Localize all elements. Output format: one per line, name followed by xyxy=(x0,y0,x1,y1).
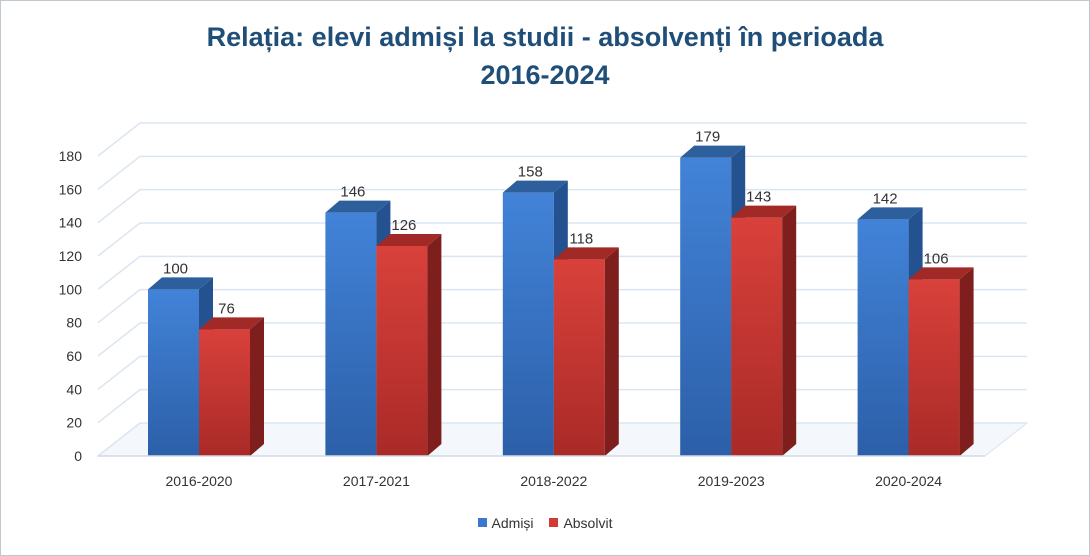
data-label: 76 xyxy=(218,300,235,317)
y-tick-label: 120 xyxy=(59,248,83,264)
bar-top xyxy=(502,180,568,193)
gridline xyxy=(97,122,1027,157)
bar-top xyxy=(376,234,442,246)
bar-front xyxy=(376,246,428,456)
x-tick-label: 2018-2022 xyxy=(520,473,587,489)
y-tick-label: 20 xyxy=(66,415,82,431)
bar-front xyxy=(553,259,605,456)
bar-front xyxy=(857,219,909,456)
legend-label-absolvit: Absolvit xyxy=(563,514,613,531)
bar-top xyxy=(325,200,391,213)
y-tick-label: 100 xyxy=(59,281,83,297)
x-tick-label: 2019-2023 xyxy=(698,473,765,489)
legend: Admiși Absolvit xyxy=(0,514,1090,531)
data-label: 142 xyxy=(873,190,898,207)
bar-top xyxy=(857,207,923,220)
y-tick-label: 160 xyxy=(59,181,83,197)
bar-front xyxy=(148,289,199,456)
y-tick-label: 140 xyxy=(59,215,83,231)
data-label: 158 xyxy=(518,164,543,181)
y-tick-label: 0 xyxy=(74,448,82,464)
legend-swatch-absolvit xyxy=(549,518,559,527)
y-axis: 0 20 40 60 80 100 120 140 160 180 xyxy=(59,148,83,464)
data-labels: 100 76 146 126 158 118 179 143 142 106 xyxy=(163,129,949,318)
bar-front xyxy=(199,329,250,456)
legend-item-absolvit: Absolvit xyxy=(549,515,612,531)
bar-side xyxy=(250,317,264,456)
bar-absolvit-2018-2022 xyxy=(553,247,619,456)
bar-front xyxy=(680,157,732,456)
bar-side xyxy=(604,247,619,456)
chart-title-line-2: 2016-2024 xyxy=(480,60,610,90)
x-axis: 2016-2020 2017-2021 2018-2022 2019-2023 2020… xyxy=(98,455,985,489)
bar-top xyxy=(908,267,974,280)
x-tick-label: 2020-2024 xyxy=(875,473,942,489)
data-label: 118 xyxy=(569,230,593,247)
bar-absolvit-2016-2020 xyxy=(199,317,264,456)
bar-absolvit-2017-2021 xyxy=(376,234,442,456)
chart-title: Relația: elevi admiși la studii - absolv… xyxy=(0,18,1090,94)
y-tick-label: 180 xyxy=(59,148,83,164)
x-tick-label: 2017-2021 xyxy=(343,473,410,489)
legend-swatch-admisi xyxy=(477,518,487,527)
x-tick-label: 2016-2020 xyxy=(166,473,233,489)
bar-top xyxy=(553,247,619,260)
data-label: 126 xyxy=(391,217,416,234)
bar-side xyxy=(782,205,797,456)
y-tick-label: 80 xyxy=(66,315,82,331)
bars xyxy=(148,145,974,456)
bar-top xyxy=(680,145,746,158)
legend-item-admisi: Admiși xyxy=(477,514,534,531)
chart-title-line-1: Relația: elevi admiși la studii - absolv… xyxy=(206,22,884,52)
bar-front xyxy=(502,192,554,456)
bar-top xyxy=(199,317,264,330)
bar-side xyxy=(959,267,974,456)
data-label: 106 xyxy=(924,250,949,267)
data-label: 146 xyxy=(340,184,365,201)
data-label: 179 xyxy=(695,129,720,146)
bar-side xyxy=(427,234,442,456)
data-label: 143 xyxy=(746,189,771,206)
legend-label-admisi: Admiși xyxy=(491,514,534,531)
bar-absolvit-2020-2024 xyxy=(908,267,974,456)
y-tick-label: 60 xyxy=(66,348,82,364)
bar-top xyxy=(731,205,797,218)
bar-front xyxy=(325,212,377,456)
bar-top xyxy=(148,277,213,290)
y-tick-label: 40 xyxy=(66,381,82,397)
bar-front xyxy=(908,279,960,456)
data-label: 100 xyxy=(163,260,188,277)
bar-front xyxy=(731,217,783,456)
bar-absolvit-2019-2023 xyxy=(731,205,797,456)
